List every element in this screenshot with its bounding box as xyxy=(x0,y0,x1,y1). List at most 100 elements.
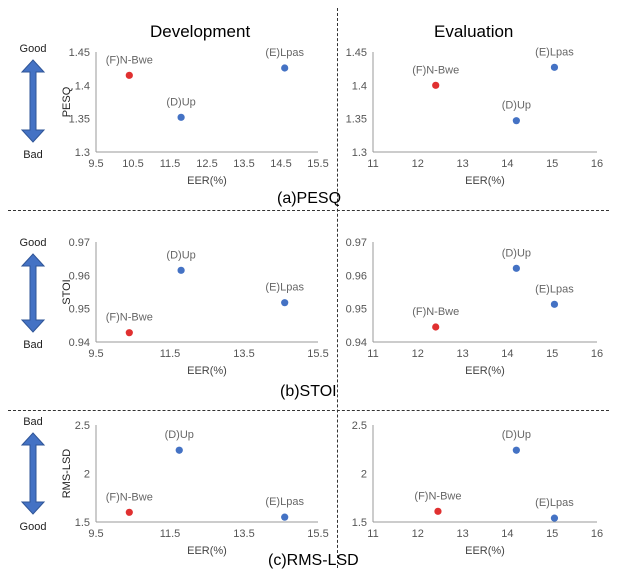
quality-arrow-icon xyxy=(20,59,46,143)
point-label: (F)N-Bwe xyxy=(106,54,153,66)
point-label: (D)Up xyxy=(166,96,195,108)
point-label: (F)N-Bwe xyxy=(412,64,459,76)
caption-stoi: (b)STOI xyxy=(280,383,337,400)
x-tick-label: 15.5 xyxy=(307,528,328,540)
data-point-stoi-evaluation xyxy=(512,264,520,272)
x-tick-label: 14 xyxy=(501,348,513,360)
x-tick-label: 12 xyxy=(412,348,424,360)
point-label: (E)Lpas xyxy=(535,497,574,509)
data-point-rms-lsd-evaluation xyxy=(434,507,442,515)
data-point-pesq-development xyxy=(125,71,133,79)
x-tick-label: 13 xyxy=(456,528,468,540)
x-tick-label: 11.5 xyxy=(160,158,181,170)
x-tick-label: 15 xyxy=(546,348,558,360)
x-axis-label: EER(%) xyxy=(465,545,505,557)
data-point-rms-lsd-evaluation xyxy=(550,514,559,522)
vertical-divider xyxy=(337,8,338,568)
x-axis-label: EER(%) xyxy=(187,365,227,377)
quality-label-top: Good xyxy=(20,237,47,249)
x-tick-label: 12 xyxy=(412,158,424,170)
quality-label-top: Good xyxy=(20,43,47,55)
x-tick-label: 13.5 xyxy=(233,348,254,360)
quality-arrow-icon xyxy=(20,253,46,333)
y-tick-label: 1.5 xyxy=(352,517,367,529)
point-label: (D)Up xyxy=(165,429,194,441)
y-tick-label: 0.95 xyxy=(69,304,90,316)
x-axis-label: EER(%) xyxy=(187,545,227,557)
data-point-stoi-evaluation xyxy=(432,323,440,331)
column-title-development: Development xyxy=(150,22,251,41)
x-tick-label: 11 xyxy=(367,528,378,540)
x-tick-label: 14.5 xyxy=(270,158,291,170)
y-axis-label: RMS-LSD xyxy=(61,449,73,499)
x-tick-label: 9.5 xyxy=(88,348,103,360)
y-tick-label: 1.3 xyxy=(352,147,367,159)
x-tick-label: 11 xyxy=(367,158,378,170)
x-tick-label: 15 xyxy=(546,158,558,170)
point-label: (D)Up xyxy=(502,247,531,259)
point-label: (E)Lpas xyxy=(535,283,574,295)
data-point-pesq-evaluation xyxy=(550,63,559,71)
y-tick-label: 2.5 xyxy=(75,420,90,432)
y-tick-label: 2.5 xyxy=(352,420,367,432)
y-tick-label: 0.97 xyxy=(346,237,367,249)
caption-rms-lsd: (c)RMS-LSD xyxy=(268,552,359,569)
x-tick-label: 14 xyxy=(501,158,513,170)
x-axis-label: EER(%) xyxy=(465,365,505,377)
data-point-stoi-development xyxy=(281,299,289,307)
x-tick-label: 10.5 xyxy=(122,158,143,170)
x-axis-label: EER(%) xyxy=(465,175,505,187)
x-tick-label: 13.5 xyxy=(233,158,254,170)
y-tick-label: 1.45 xyxy=(346,47,367,59)
x-tick-label: 15.5 xyxy=(307,158,328,170)
quality-label-bottom: Good xyxy=(20,521,47,533)
data-point-pesq-development xyxy=(281,64,289,72)
point-label: (F)N-Bwe xyxy=(414,490,461,502)
y-tick-label: 0.94 xyxy=(346,337,367,349)
point-label: (E)Lpas xyxy=(535,46,574,58)
y-tick-label: 2 xyxy=(361,469,367,481)
y-tick-label: 0.96 xyxy=(346,270,367,282)
x-tick-label: 11.5 xyxy=(160,348,181,360)
data-point-rms-lsd-development xyxy=(175,446,183,454)
column-title-evaluation: Evaluation xyxy=(434,22,514,41)
data-point-stoi-evaluation xyxy=(550,300,559,308)
y-tick-label: 1.5 xyxy=(75,517,90,529)
y-tick-label: 1.35 xyxy=(346,114,367,126)
y-tick-label: 1.45 xyxy=(69,47,90,59)
x-tick-label: 15 xyxy=(546,528,558,540)
point-label: (D)Up xyxy=(502,100,531,112)
x-tick-label: 11.5 xyxy=(160,528,181,540)
data-point-stoi-development xyxy=(177,266,185,274)
y-tick-label: 1.35 xyxy=(69,114,90,126)
row-divider-2 xyxy=(8,410,609,411)
y-tick-label: 1.4 xyxy=(352,80,367,92)
point-label: (E)Lpas xyxy=(265,282,304,294)
data-point-pesq-evaluation xyxy=(432,81,440,89)
x-tick-label: 13 xyxy=(456,158,468,170)
x-tick-label: 9.5 xyxy=(88,158,103,170)
point-label: (D)Up xyxy=(166,249,195,261)
data-point-rms-lsd-development xyxy=(125,508,133,516)
y-tick-label: 0.97 xyxy=(69,237,90,249)
data-point-pesq-development xyxy=(177,113,185,121)
y-axis-label: STOI xyxy=(61,279,73,304)
quality-arrow-icon xyxy=(20,432,46,515)
y-tick-label: 0.95 xyxy=(346,304,367,316)
y-tick-label: 0.96 xyxy=(69,270,90,282)
data-point-rms-lsd-evaluation xyxy=(512,446,520,454)
x-tick-label: 11 xyxy=(367,348,378,360)
x-axis-label: EER(%) xyxy=(187,175,227,187)
x-tick-label: 16 xyxy=(591,158,603,170)
data-point-rms-lsd-development xyxy=(281,513,289,521)
point-label: (F)N-Bwe xyxy=(106,312,153,324)
quality-label-bottom: Bad xyxy=(23,339,43,351)
x-tick-label: 14 xyxy=(501,528,513,540)
x-tick-label: 9.5 xyxy=(88,528,103,540)
x-tick-label: 12.5 xyxy=(196,158,217,170)
quality-label-top: Bad xyxy=(23,416,43,428)
point-label: (E)Lpas xyxy=(265,47,304,59)
x-tick-label: 12 xyxy=(412,528,424,540)
